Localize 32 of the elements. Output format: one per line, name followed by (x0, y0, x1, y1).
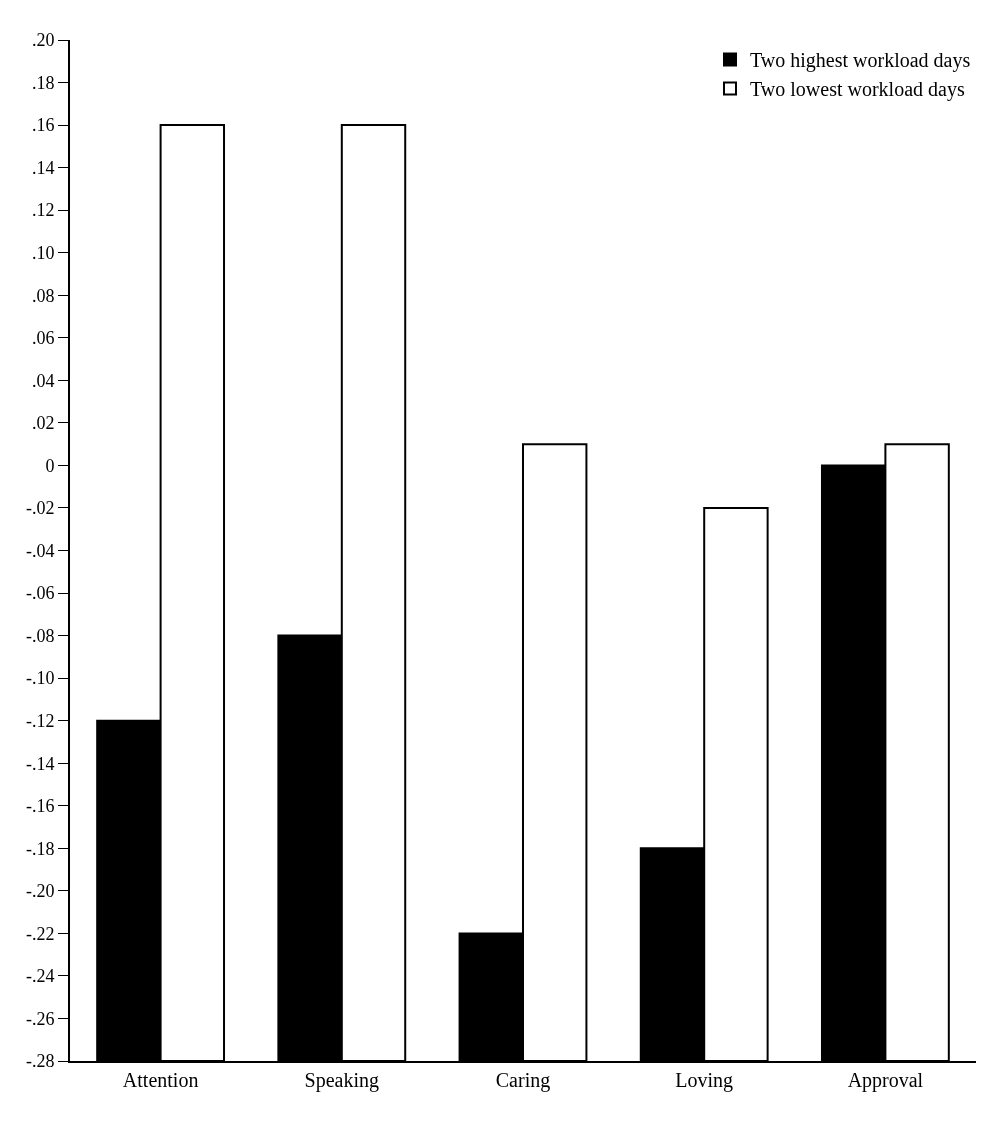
y-tick-label: -.18 (25, 838, 55, 859)
y-tick-label: .18 (31, 72, 55, 93)
y-tick-label: -.28 (25, 1051, 55, 1072)
y-tick-label: -.22 (25, 923, 55, 944)
y-tick-label: -.26 (25, 1008, 55, 1029)
y-tick-label: 0 (45, 455, 55, 476)
y-tick-label: -.10 (25, 668, 55, 689)
y-tick-label: -.24 (25, 966, 55, 987)
y-tick-label: .16 (31, 115, 55, 136)
y-tick-label: -.16 (25, 796, 55, 817)
x-tick-label: Loving (675, 1069, 734, 1092)
x-tick-label: Caring (495, 1069, 551, 1092)
y-tick-label: -.04 (25, 540, 55, 561)
x-tick-label: Attention (122, 1069, 199, 1091)
y-tick-label: -.14 (25, 753, 55, 774)
y-tick-label: .20 (31, 30, 55, 51)
legend-label: Two highest workload days (750, 49, 971, 73)
y-tick-label: -.20 (25, 881, 55, 902)
y-tick-label: -.02 (25, 498, 55, 519)
y-tick-label: .02 (31, 413, 55, 434)
y-tick-label: .04 (31, 370, 55, 391)
y-tick-label: .12 (31, 200, 55, 221)
x-tick-label: Approval (847, 1069, 924, 1092)
y-tick-label: -.06 (25, 583, 55, 604)
y-tick-label: .08 (31, 285, 55, 306)
legend-label: Two lowest workload days (750, 78, 965, 102)
y-tick-label: .06 (31, 328, 55, 349)
y-tick-label: .14 (31, 157, 55, 178)
y-tick-label: -.08 (25, 625, 55, 646)
x-tick-label: Speaking (304, 1069, 380, 1092)
y-tick-label: -.12 (25, 710, 55, 731)
y-tick-label: .10 (31, 243, 55, 264)
